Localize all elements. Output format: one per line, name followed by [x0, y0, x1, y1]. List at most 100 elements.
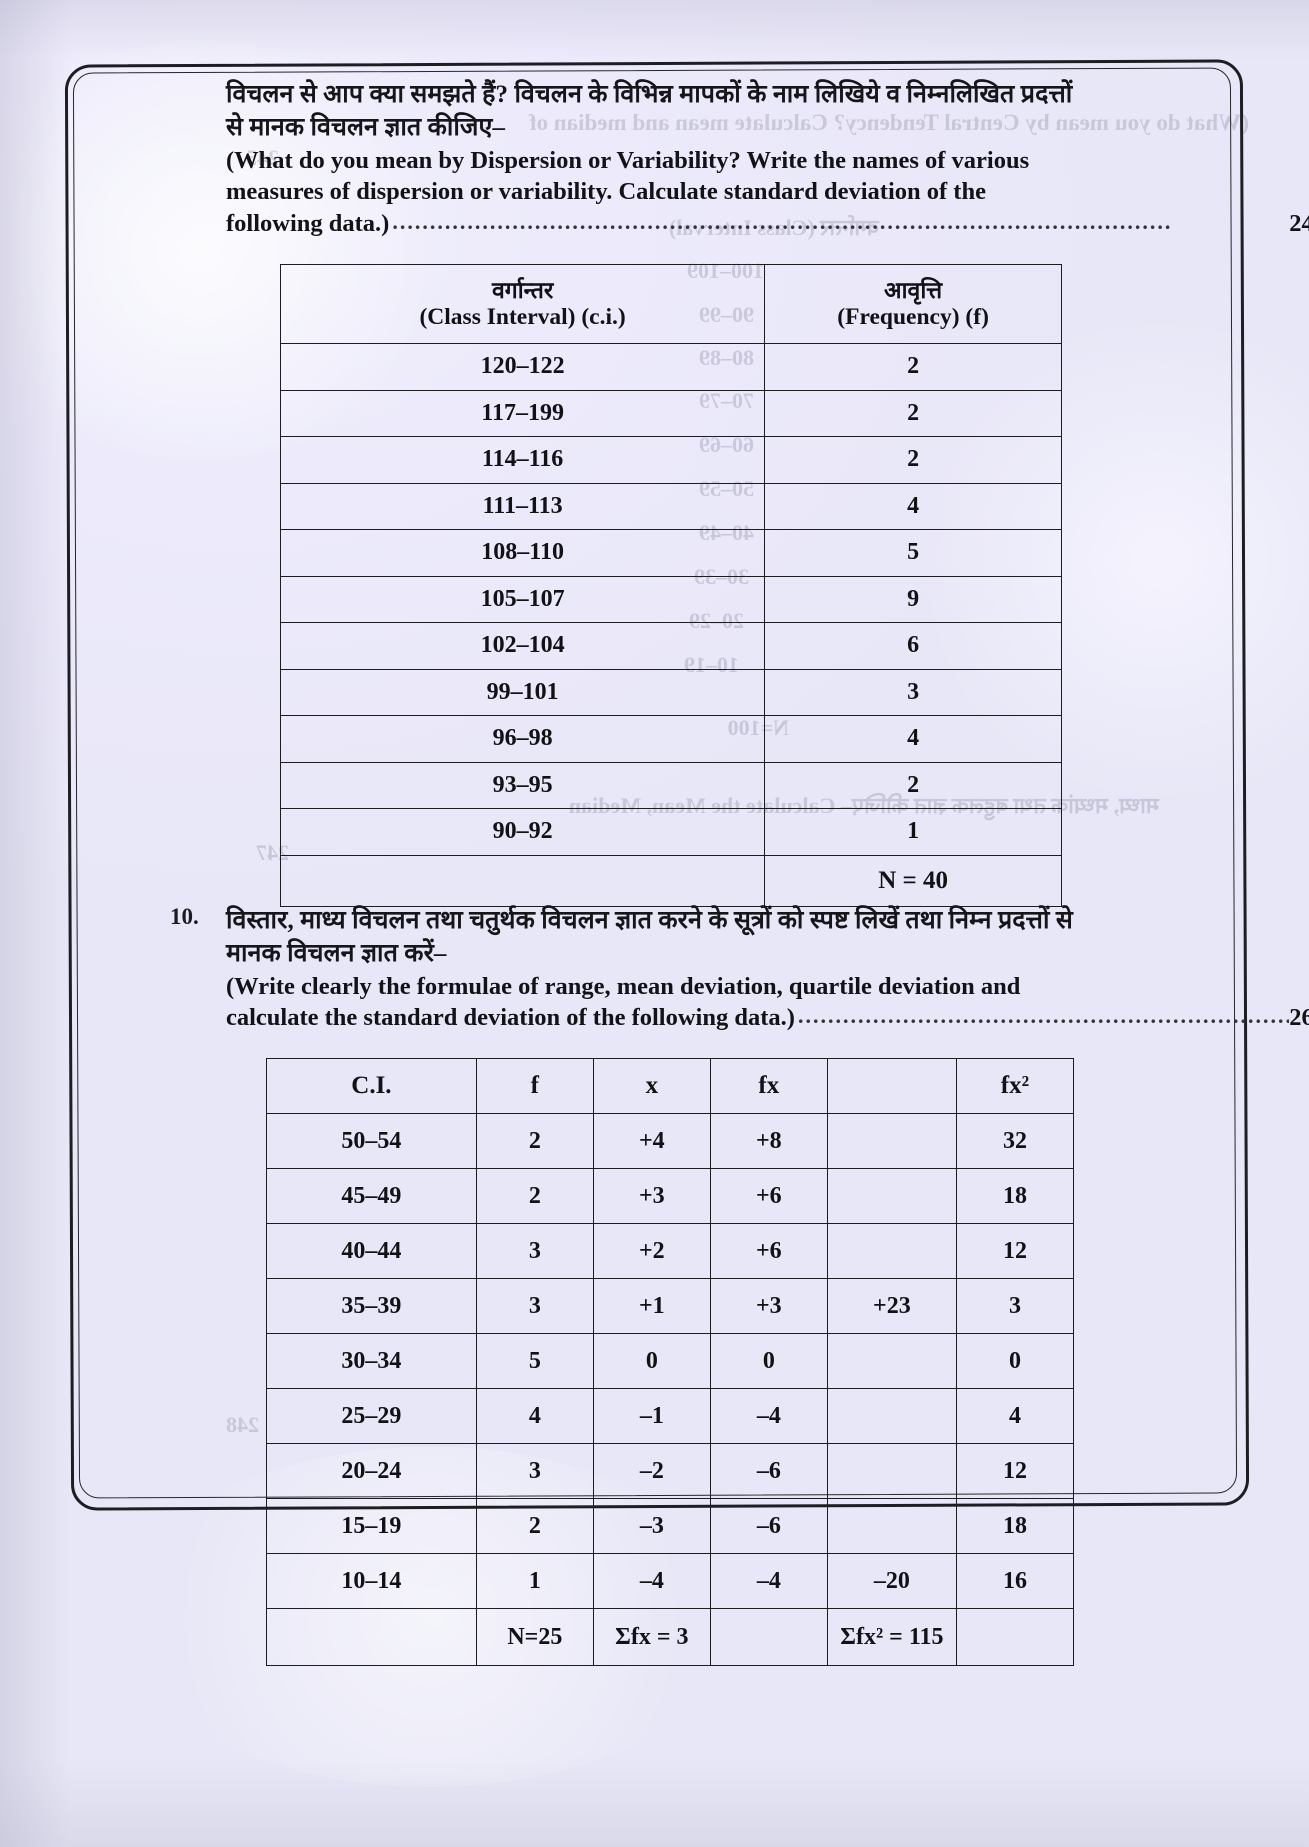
cell-fx: 0	[709, 1333, 828, 1390]
cell-total-fx	[709, 1608, 828, 1667]
cell-frequency: 2	[764, 761, 1062, 810]
cell-total-n: N=25	[475, 1608, 594, 1667]
cell-total-ci	[266, 1608, 477, 1667]
cell-ci: 45–49	[266, 1168, 477, 1225]
cell-fx2: 32	[955, 1113, 1075, 1170]
question-number: 10.	[170, 904, 199, 930]
cell-total-sumfx2: Σfx² = 115	[826, 1608, 957, 1667]
dot-leader: ........................................…	[392, 209, 1173, 235]
cell-fx2: 12	[955, 1223, 1075, 1280]
page-reference: 249	[1289, 210, 1309, 238]
table-row: 50–54 2 +4 +8 32	[266, 1113, 1075, 1170]
table-row: 45–49 2 +3 +6 18	[266, 1168, 1075, 1225]
table-row: 111–113 4	[279, 482, 1062, 531]
cell-fx2: 16	[955, 1553, 1075, 1610]
column-header-english: (Frequency) (f)	[837, 303, 989, 330]
cell-fx: –4	[709, 1388, 828, 1445]
cell-total-blank	[279, 854, 766, 907]
question-block-standard-deviation: 10. विस्तार, माध्य विचलन तथा चतुर्थक विच…	[108, 904, 1309, 1034]
page-reference: 263	[1289, 1004, 1309, 1032]
cell-fx2: 12	[955, 1443, 1075, 1500]
column-header-hindi: वर्गान्तर	[491, 277, 554, 303]
cell-x: –4	[592, 1553, 711, 1610]
cell-class-interval: 111–113	[279, 482, 766, 531]
table-row: 20–24 3 –2 –6 12	[266, 1443, 1075, 1500]
dot-leader: ........................................…	[797, 1003, 1289, 1029]
column-header-hindi: आवृत्ति	[884, 277, 943, 303]
column-header-fx2: fx²	[955, 1058, 1075, 1115]
cell-fx: –6	[709, 1498, 828, 1555]
cell-fx2: 18	[955, 1498, 1075, 1555]
table-row: 30–34 5 0 0 0	[266, 1333, 1075, 1390]
cell-sum: +23	[826, 1278, 957, 1335]
question-hindi-line: विस्तार, माध्य विचलन तथा चतुर्थक विचलन ज…	[226, 907, 1073, 935]
table-row: 102–104 6	[279, 622, 1062, 670]
question-hindi-line: विचलन से आप क्या समझते हैं? विचलन के विभ…	[226, 81, 1073, 108]
question-english-line: following data.)	[226, 210, 390, 238]
cell-fx2: 0	[955, 1333, 1075, 1390]
table-row: 35–39 3 +1 +3 +23 3	[266, 1278, 1075, 1335]
cell-f: 5	[475, 1333, 594, 1390]
question-english-line: (Write clearly the formulae of range, me…	[226, 972, 1021, 1000]
cell-x: +2	[592, 1223, 711, 1280]
cell-class-interval: 108–110	[279, 529, 766, 577]
table-total-row: N=25 Σfx = 3 Σfx² = 115	[266, 1608, 1075, 1667]
cell-class-interval: 105–107	[279, 575, 766, 624]
cell-fx: +6	[709, 1168, 828, 1225]
cell-f: 3	[475, 1223, 594, 1280]
scan-edge-shadow-bottom	[0, 1757, 1309, 1847]
question-block-dispersion: विचलन से आप क्या समझते हैं? विचलन के विभ…	[108, 78, 1309, 240]
cell-fx: –4	[709, 1553, 828, 1610]
question-english-pageref-line: calculate the standard deviation of the …	[108, 1002, 1309, 1034]
table-row: 114–116 2	[279, 436, 1062, 484]
cell-total-fx2	[955, 1608, 1075, 1667]
cell-sum	[826, 1168, 957, 1225]
cell-class-interval: 120–122	[279, 343, 766, 391]
cell-x: –1	[592, 1388, 711, 1445]
cell-f: 2	[475, 1113, 594, 1170]
cell-frequency: 5	[764, 529, 1062, 577]
table-row: 105–107 9	[279, 575, 1062, 624]
cell-x: –3	[592, 1498, 711, 1555]
table-row: 25–29 4 –1 –4 4	[266, 1388, 1075, 1445]
cell-ci: 10–14	[266, 1553, 477, 1610]
column-header-fx: fx	[709, 1058, 828, 1115]
table-standard-deviation: C.I. f x fx fx² 50–54 2 +4 +8	[266, 1058, 1075, 1667]
cell-frequency: 2	[764, 436, 1062, 484]
table-row: 15–19 2 –3 –6 18	[266, 1498, 1075, 1555]
column-header-x: x	[592, 1058, 711, 1115]
table-row: 93–95 2	[279, 761, 1062, 810]
cell-frequency: 2	[764, 389, 1062, 438]
cell-sum	[826, 1113, 957, 1170]
column-header-f: f	[475, 1058, 594, 1115]
cell-x: +4	[592, 1113, 711, 1170]
cell-f: 3	[475, 1443, 594, 1500]
question-english-line: calculate the standard deviation of the …	[226, 1004, 795, 1032]
cell-class-interval: 114–116	[279, 436, 766, 484]
cell-class-interval: 93–95	[279, 761, 766, 810]
table-frequency-wrapper: वर्गान्तर (Class Interval) (c.i.) आवृत्त…	[108, 264, 1208, 907]
cell-ci: 30–34	[266, 1333, 477, 1390]
cell-fx2: 4	[955, 1388, 1075, 1445]
cell-class-interval: 117–199	[279, 389, 766, 438]
column-header-english: (Class Interval) (c.i.)	[419, 303, 626, 330]
table-row: 10–14 1 –4 –4 –20 16	[266, 1553, 1075, 1610]
cell-ci: 35–39	[266, 1278, 477, 1335]
cell-sum	[826, 1443, 957, 1500]
cell-ci: 40–44	[266, 1223, 477, 1280]
cell-x: +1	[592, 1278, 711, 1335]
cell-ci: 20–24	[266, 1443, 477, 1500]
cell-fx: +6	[709, 1223, 828, 1280]
table-row: 99–101 3	[279, 668, 1062, 717]
table-class-interval-frequency: वर्गान्तर (Class Interval) (c.i.) आवृत्त…	[279, 264, 1062, 907]
page-content: विचलन से आप क्या समझते हैं? विचलन के विभ…	[108, 78, 1309, 1668]
table-row: 108–110 5	[279, 529, 1062, 577]
cell-frequency: 1	[764, 808, 1062, 856]
column-header-frequency: आवृत्ति (Frequency) (f)	[764, 264, 1062, 345]
question-english-line: (What do you mean by Dispersion or Varia…	[226, 146, 1030, 174]
cell-frequency: 2	[764, 343, 1062, 391]
cell-class-interval: 96–98	[279, 715, 766, 763]
table-row: 96–98 4	[279, 715, 1062, 763]
table-total-row: N = 40	[279, 854, 1062, 907]
